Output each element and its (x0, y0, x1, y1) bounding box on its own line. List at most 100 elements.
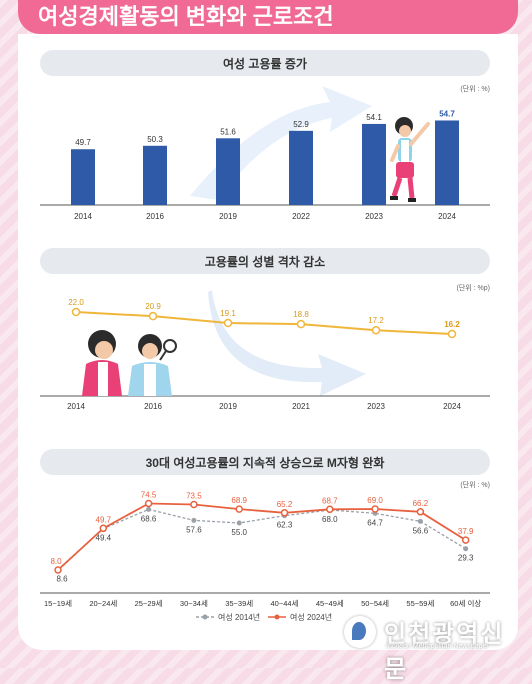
chart2-unit: (단위 : %p) (457, 283, 491, 292)
label-2014: 49.4 (96, 534, 112, 543)
point-2024 (99, 524, 108, 533)
newspaper-logo-icon (344, 616, 376, 648)
x-tick-label: 30~34세 (180, 599, 208, 608)
x-tick-label: 2019 (219, 212, 237, 221)
label-2014: 55.0 (231, 528, 247, 537)
gap-value-label: 20.9 (145, 302, 161, 311)
bar-2023 (362, 123, 386, 205)
x-tick-label: 2014 (67, 402, 85, 411)
series-2024-line (57, 502, 467, 571)
label-2024: 8.0 (50, 557, 62, 566)
label-2024: 69.0 (367, 496, 383, 505)
x-tick-label: 60세 이상 (450, 598, 481, 608)
page-title: 여성경제활동의 변화와 근로조건 (18, 0, 518, 34)
x-tick-label: 2023 (365, 212, 383, 221)
point-2014 (236, 520, 242, 526)
point-2014 (417, 518, 423, 524)
legend-2024-label: 여성 2024년 (290, 612, 332, 622)
x-tick-label: 2019 (219, 402, 237, 411)
x-tick-label: 20~24세 (89, 599, 117, 608)
label-2014: 68.0 (322, 515, 338, 524)
x-tick-label: 40~44세 (271, 599, 299, 608)
gap-point (447, 329, 457, 339)
point-2024 (190, 500, 198, 509)
gap-series-line (75, 311, 453, 336)
people-illustration (82, 330, 177, 396)
label-2014: 56.6 (413, 526, 429, 535)
gap-value-label: 18.8 (293, 310, 309, 319)
label-2024: 65.2 (277, 500, 293, 509)
x-tick-label: 2024 (438, 212, 456, 221)
arrow-decoration (208, 290, 366, 396)
x-tick-label: 2016 (146, 212, 164, 221)
bar-2019 (216, 138, 240, 205)
point-2014 (191, 517, 197, 523)
chart3-unit: (단위 : %) (460, 480, 490, 489)
point-2024 (416, 508, 425, 516)
x-tick-label: 2021 (292, 402, 310, 411)
gap-value-label: 22.0 (68, 298, 84, 307)
label-2024: 68.9 (231, 496, 247, 505)
label-2014: 62.3 (277, 521, 293, 530)
x-tick-label: 50~54세 (361, 599, 389, 608)
chart2-title: 고용률의 성별 격차 감소 (40, 248, 490, 274)
label-2014: 64.7 (367, 518, 383, 527)
point-2024 (54, 566, 62, 574)
x-tick-label: 2023 (367, 402, 385, 411)
point-2024 (326, 505, 334, 514)
bar-value-label: 50.3 (147, 135, 163, 144)
gap-value-label: 19.1 (220, 309, 236, 318)
gap-point (71, 307, 81, 317)
gap-value-label: 17.2 (368, 316, 384, 325)
gap-point (148, 311, 158, 321)
legend-2014-label: 여성 2014년 (218, 612, 260, 622)
x-tick-label: 2016 (144, 402, 162, 411)
woman-illustration (390, 117, 430, 202)
gap-point (371, 325, 381, 335)
newspaper-watermark: 인천광역신문 Incheon Metropolitan Newspaper (340, 610, 520, 683)
gap-point (296, 319, 306, 329)
label-2024: 66.2 (413, 499, 429, 508)
chart1-title: 여성 고용률 증가 (40, 50, 490, 76)
label-2024: 37.9 (458, 527, 474, 536)
bar-2016 (143, 145, 167, 205)
chart1-unit: (단위 : %) (460, 84, 490, 93)
x-tick-label: 55~59세 (406, 599, 434, 608)
bar-2024 (435, 120, 459, 205)
label-2024: 49.7 (96, 515, 112, 524)
bar-value-label: 52.9 (293, 120, 309, 129)
x-tick-label: 2022 (292, 212, 310, 221)
bar-2022 (289, 130, 313, 205)
series-2014-line (57, 508, 467, 570)
charts-canvas: (단위 : %) 49.7 2014 50.3 2016 51.6 2019 52.9 202… (40, 84, 491, 622)
label-2014: 68.6 (141, 514, 157, 523)
chart3-legend: 여성 2014년 여성 2024년 (196, 612, 332, 622)
x-tick-label: 2014 (74, 212, 92, 221)
label-2024: 68.7 (322, 496, 338, 505)
point-2024 (235, 505, 243, 513)
point-2024 (280, 509, 289, 517)
gap-point (223, 318, 233, 328)
bar-value-label: 51.6 (220, 127, 236, 136)
point-2014 (463, 546, 469, 552)
label-2014: 57.6 (186, 525, 202, 534)
x-tick-label: 2024 (443, 402, 461, 411)
point-2014 (146, 506, 152, 512)
bar-value-label: 54.1 (366, 113, 382, 122)
x-tick-label: 15~19세 (44, 599, 72, 608)
label-2024: 74.5 (141, 491, 157, 500)
x-tick-label: 45~49세 (316, 599, 344, 608)
gap-value-label: 16.2 (444, 320, 460, 329)
x-tick-label: 35~39세 (225, 599, 253, 608)
point-2024 (144, 499, 153, 508)
label-2014: 8.6 (56, 574, 68, 583)
label-2024: 73.5 (186, 492, 202, 501)
point-2024 (371, 505, 379, 513)
point-2024 (461, 536, 470, 544)
watermark-sub: Incheon Metropolitan Newspaper (386, 643, 489, 650)
bar-2014 (71, 149, 95, 205)
x-tick-label: 25~29세 (135, 599, 163, 608)
bar-value-label: 54.7 (439, 109, 455, 118)
chart3-title: 30대 여성고용률의 지속적 상승으로 M자형 완화 (40, 449, 490, 475)
bar-value-label: 49.7 (75, 138, 91, 147)
